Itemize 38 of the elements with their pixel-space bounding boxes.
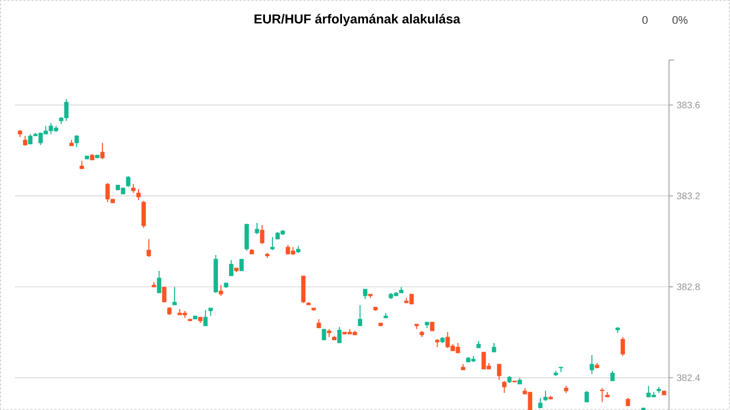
candlestick	[590, 354, 594, 375]
candlestick	[172, 286, 177, 306]
candlestick	[141, 200, 146, 228]
y-tick-label: 382.4	[676, 374, 700, 382]
candlestick	[584, 390, 589, 403]
candlestick	[600, 387, 604, 403]
y-tick-label: 383.6	[676, 102, 700, 108]
candlestick	[270, 236, 275, 250]
candlestick	[620, 336, 625, 356]
candlestick	[358, 304, 362, 326]
text: 0	[642, 16, 648, 24]
text: 0%	[672, 16, 688, 24]
chart-title: EUR/HUF árfolyamának alakulása	[254, 14, 460, 26]
candlestick	[74, 134, 79, 148]
candlestick	[254, 222, 260, 235]
candlestick	[146, 238, 151, 258]
candlestick	[126, 175, 130, 188]
candlestick	[218, 284, 224, 296]
candlestick	[492, 342, 496, 353]
candlestick	[239, 258, 244, 272]
y-tick-label: 383.2	[676, 192, 700, 200]
candlestick	[156, 270, 162, 294]
candlestick	[162, 286, 166, 303]
y-tick-label: 382.8	[676, 283, 700, 290]
candlestick	[260, 224, 264, 245]
candlestick	[337, 326, 342, 344]
candlestick	[23, 135, 28, 146]
candlestick	[496, 364, 502, 380]
candlestick	[502, 380, 506, 394]
candlestick	[543, 390, 548, 402]
candlestick	[229, 260, 234, 276]
candlestick	[610, 370, 615, 382]
candlestick	[136, 188, 141, 200]
candlestick	[363, 288, 368, 300]
candlestick	[203, 310, 208, 326]
candlestick	[538, 397, 543, 408]
candlestick	[322, 328, 326, 340]
candlestick	[100, 142, 105, 160]
